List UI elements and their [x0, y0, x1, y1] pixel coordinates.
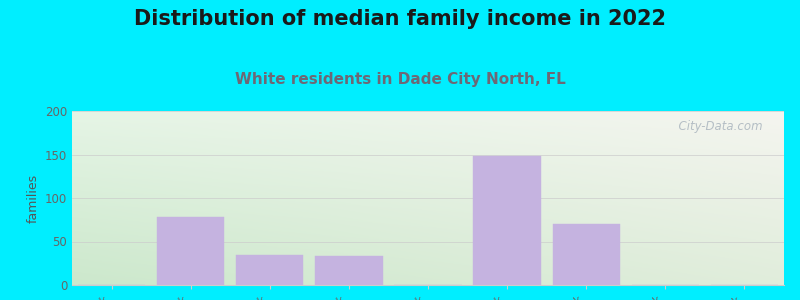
Text: City-Data.com: City-Data.com — [671, 120, 762, 133]
Bar — [236, 254, 303, 285]
Bar — [553, 224, 620, 285]
Bar — [157, 217, 224, 285]
Text: White residents in Dade City North, FL: White residents in Dade City North, FL — [234, 72, 566, 87]
Y-axis label: families: families — [26, 173, 39, 223]
Bar — [315, 256, 382, 285]
Text: Distribution of median family income in 2022: Distribution of median family income in … — [134, 9, 666, 29]
Bar — [474, 156, 541, 285]
